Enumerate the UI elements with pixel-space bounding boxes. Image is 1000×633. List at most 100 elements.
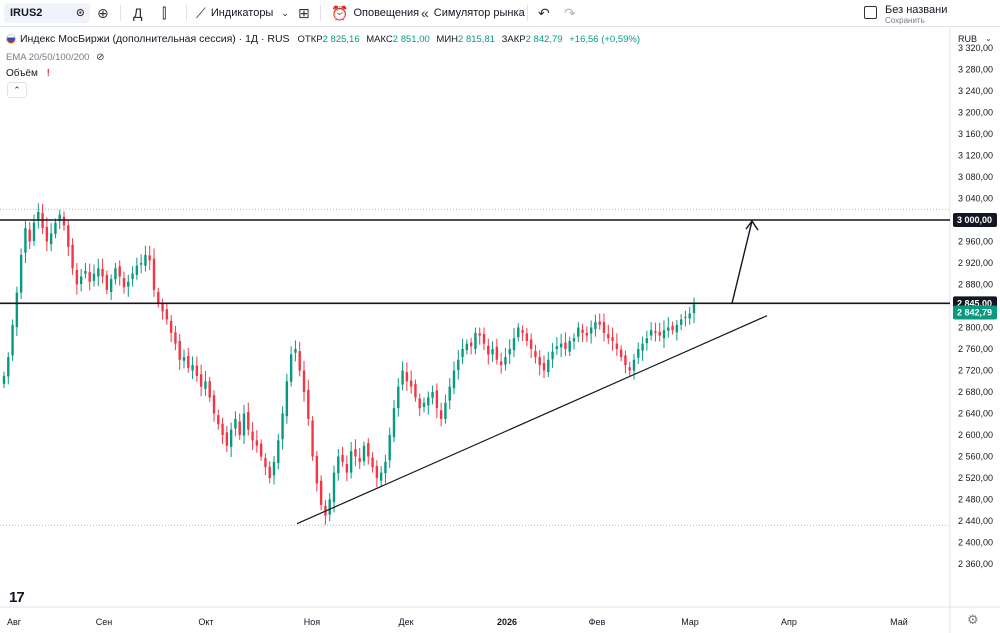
symbol-search[interactable]: IRUS2 ⊙: [4, 3, 90, 23]
target-arrow-line[interactable]: [731, 220, 753, 304]
candle-body[interactable]: [499, 361, 503, 366]
candle-body[interactable]: [272, 461, 276, 476]
candle-body[interactable]: [49, 233, 53, 245]
candle-body[interactable]: [598, 321, 601, 325]
candle-body[interactable]: [384, 461, 387, 474]
candle-body[interactable]: [414, 383, 417, 398]
candle-body[interactable]: [285, 381, 289, 417]
candle-body[interactable]: [559, 343, 563, 348]
candle-body[interactable]: [84, 271, 87, 274]
candle-body[interactable]: [105, 274, 109, 290]
candle-body[interactable]: [101, 268, 104, 277]
candle-body[interactable]: [242, 413, 246, 436]
candle-body[interactable]: [2, 375, 6, 384]
candle-body[interactable]: [114, 268, 117, 280]
candle-body[interactable]: [649, 330, 653, 336]
candle-body[interactable]: [199, 374, 203, 387]
candle-body[interactable]: [508, 349, 511, 355]
candle-body[interactable]: [268, 466, 271, 478]
redo-icon[interactable]: ↷: [564, 4, 576, 21]
candle-body[interactable]: [671, 325, 674, 331]
candle-body[interactable]: [418, 398, 421, 409]
candle-body[interactable]: [92, 273, 96, 281]
candle-body[interactable]: [388, 435, 391, 461]
candle-body[interactable]: [7, 357, 10, 377]
currency-label[interactable]: RUB: [958, 34, 978, 44]
candle-body[interactable]: [221, 423, 224, 435]
bar-style-icon[interactable]: Д: [133, 5, 143, 21]
layout-grid-icon[interactable]: ⊞: [298, 4, 310, 21]
candle-body[interactable]: [461, 349, 464, 358]
candle-body[interactable]: [478, 333, 481, 336]
candle-body[interactable]: [37, 211, 40, 220]
candle-body[interactable]: [692, 304, 696, 313]
candle-body[interactable]: [191, 365, 194, 371]
candle-body[interactable]: [628, 367, 631, 371]
candle-body[interactable]: [594, 322, 597, 330]
indicators-button[interactable]: ⟋ Индикаторы ⌄: [196, 3, 289, 23]
candle-body[interactable]: [439, 410, 443, 419]
candle-body[interactable]: [409, 380, 413, 387]
candle-body[interactable]: [204, 381, 207, 389]
candle-body[interactable]: [71, 244, 74, 269]
support-trendline[interactable]: [296, 315, 768, 525]
candle-body[interactable]: [564, 342, 567, 349]
candle-body[interactable]: [615, 343, 619, 349]
candle-body[interactable]: [67, 225, 70, 247]
candle-body[interactable]: [75, 269, 79, 285]
candle-body[interactable]: [435, 390, 439, 409]
undo-icon[interactable]: ↶: [538, 4, 550, 21]
candle-body[interactable]: [45, 226, 49, 242]
candle-body[interactable]: [367, 443, 370, 457]
candle-body[interactable]: [212, 395, 216, 414]
candle-body[interactable]: [354, 448, 357, 457]
candle-body[interactable]: [152, 258, 156, 290]
candle-body[interactable]: [555, 346, 559, 349]
candle-body[interactable]: [315, 455, 319, 484]
candle-body[interactable]: [341, 454, 344, 462]
candle-body[interactable]: [619, 349, 623, 358]
candle-body[interactable]: [195, 365, 199, 376]
candle-body[interactable]: [607, 333, 610, 339]
candle-body[interactable]: [572, 338, 576, 342]
price-chart[interactable]: 3 320,00 3 280,00 3 240,00 3 200,00 3 160,00…: [0, 28, 1000, 633]
candle-body[interactable]: [641, 343, 644, 351]
candle-body[interactable]: [371, 457, 374, 468]
candle-body[interactable]: [247, 411, 250, 430]
candle-body[interactable]: [88, 272, 91, 282]
candle-body[interactable]: [217, 415, 220, 425]
candles-icon[interactable]: ⫿: [162, 4, 167, 21]
candle-body[interactable]: [427, 397, 430, 406]
candle-body[interactable]: [178, 340, 181, 360]
candle-body[interactable]: [259, 443, 263, 457]
candle-body[interactable]: [517, 327, 520, 338]
candle-body[interactable]: [405, 372, 409, 382]
ema-legend[interactable]: EMA 20/50/100/200 ⊘: [6, 52, 105, 63]
candle-body[interactable]: [547, 359, 550, 373]
candle-body[interactable]: [568, 340, 571, 352]
candle-body[interactable]: [469, 342, 473, 347]
candle-body[interactable]: [337, 456, 340, 474]
candle-body[interactable]: [289, 354, 293, 382]
candle-body[interactable]: [675, 324, 679, 333]
candle-body[interactable]: [161, 303, 164, 312]
candle-body[interactable]: [688, 313, 691, 319]
candle-body[interactable]: [97, 268, 100, 277]
alerts-button[interactable]: ⏰ Оповещения: [331, 3, 419, 23]
candle-body[interactable]: [157, 292, 160, 304]
candle-body[interactable]: [182, 357, 186, 361]
candle-body[interactable]: [174, 332, 177, 344]
candle-body[interactable]: [465, 343, 469, 351]
candle-body[interactable]: [19, 254, 23, 293]
candle-body[interactable]: [28, 229, 31, 242]
candle-body[interactable]: [577, 327, 580, 337]
checkbox[interactable]: [864, 6, 877, 19]
candle-body[interactable]: [551, 351, 554, 360]
candle-body[interactable]: [144, 254, 147, 266]
candle-body[interactable]: [632, 359, 636, 371]
candle-body[interactable]: [482, 333, 486, 344]
candle-body[interactable]: [422, 402, 426, 408]
candle-body[interactable]: [637, 349, 640, 358]
plus-circle-icon[interactable]: ⊕: [97, 4, 109, 21]
candle-body[interactable]: [525, 333, 529, 341]
